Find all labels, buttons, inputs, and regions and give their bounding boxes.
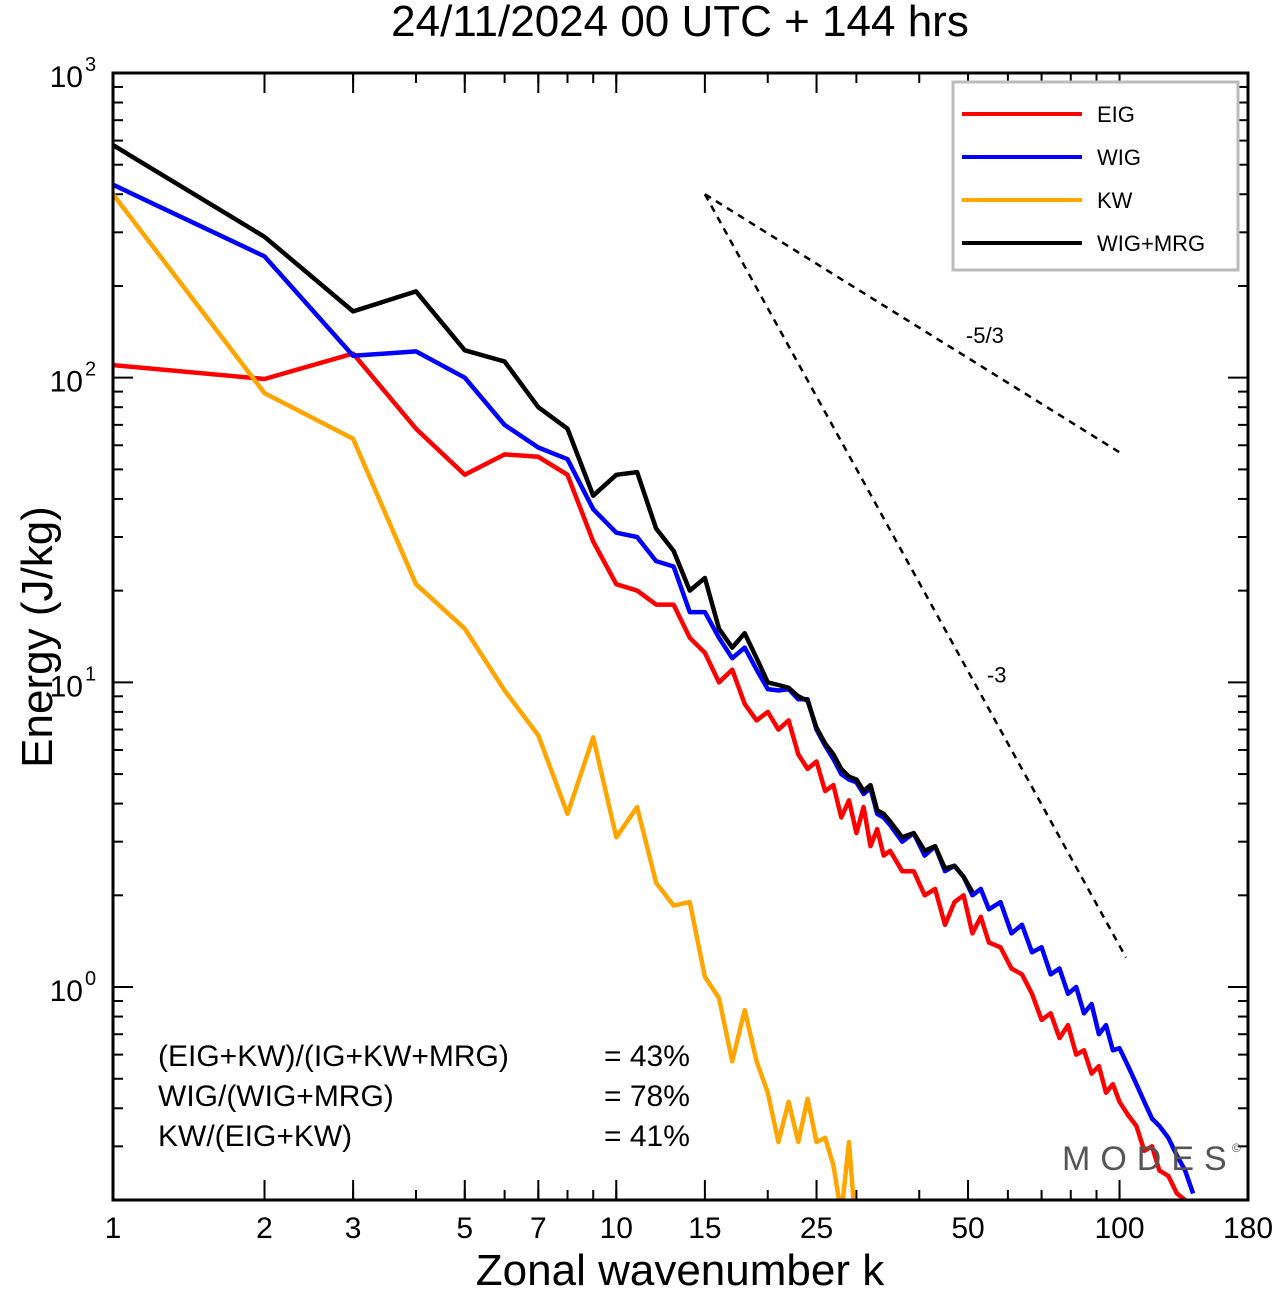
stat-label: (EIG+KW)/(IG+KW+MRG) bbox=[158, 1040, 509, 1073]
x-tick-label: 5 bbox=[456, 1212, 473, 1245]
x-tick-label: 100 bbox=[1094, 1212, 1144, 1245]
chart-title: 24/11/2024 00 UTC + 144 hrs bbox=[391, 0, 969, 46]
brand-mark: © bbox=[1232, 1141, 1241, 1155]
series-line-wig-mrg bbox=[113, 143, 975, 894]
x-axis-label: Zonal wavenumber k bbox=[476, 1246, 885, 1294]
series-lines bbox=[113, 143, 1196, 1200]
x-tick-label: 3 bbox=[345, 1212, 362, 1245]
x-tick-label: 10 bbox=[600, 1212, 633, 1245]
y-tick-exponent: 0 bbox=[85, 968, 96, 990]
y-axis-label: Energy (J/kg) bbox=[13, 506, 62, 768]
brand-logo: MODES bbox=[1062, 1140, 1237, 1178]
stat-label: WIG/(WIG+MRG) bbox=[158, 1080, 394, 1113]
series-line-kw bbox=[113, 192, 864, 1200]
stat-value: = 41% bbox=[604, 1120, 690, 1153]
legend-label: EIG bbox=[1097, 102, 1135, 127]
legend-label: WIG+MRG bbox=[1097, 231, 1205, 256]
x-tick-label: 2 bbox=[256, 1212, 273, 1245]
x-tick-label: 7 bbox=[530, 1212, 547, 1245]
x-tick-label: 1 bbox=[105, 1212, 122, 1245]
legend-label: KW bbox=[1097, 188, 1133, 213]
y-tick-label: 10 bbox=[50, 61, 83, 94]
stat-label: KW/(EIG+KW) bbox=[158, 1120, 352, 1153]
y-tick-label: 10 bbox=[50, 366, 83, 399]
plot-frame bbox=[111, 71, 1250, 1202]
y-tick-exponent: 2 bbox=[85, 359, 96, 381]
slope-reference-line bbox=[704, 193, 1123, 455]
series-line-eig bbox=[113, 351, 1187, 1200]
legend-label: WIG bbox=[1097, 145, 1141, 170]
stat-value: = 43% bbox=[604, 1040, 690, 1073]
series-line-wig bbox=[113, 182, 1196, 1195]
y-tick-label: 10 bbox=[50, 670, 83, 703]
x-tick-label: 50 bbox=[951, 1212, 984, 1245]
legend: EIG WIG KW WIG+MRG bbox=[951, 80, 1240, 272]
y-tick-label: 10 bbox=[50, 975, 83, 1008]
stat-value: = 78% bbox=[604, 1080, 690, 1113]
ratio-stats: (EIG+KW)/(IG+KW+MRG) = 43% WIG/(WIG+MRG) = … bbox=[158, 1040, 690, 1153]
x-tick-label: 15 bbox=[688, 1212, 721, 1245]
y-tick-exponent: 3 bbox=[85, 54, 96, 76]
x-tick-label: 25 bbox=[800, 1212, 833, 1245]
slope-label: -3 bbox=[987, 662, 1007, 687]
x-tick-label: 180 bbox=[1223, 1212, 1273, 1245]
slope-reference-line bbox=[703, 193, 1128, 959]
y-tick-exponent: 1 bbox=[85, 663, 96, 685]
reference-slopes: -5/3 -3 bbox=[703, 193, 1128, 959]
slope-label: -5/3 bbox=[966, 323, 1004, 348]
